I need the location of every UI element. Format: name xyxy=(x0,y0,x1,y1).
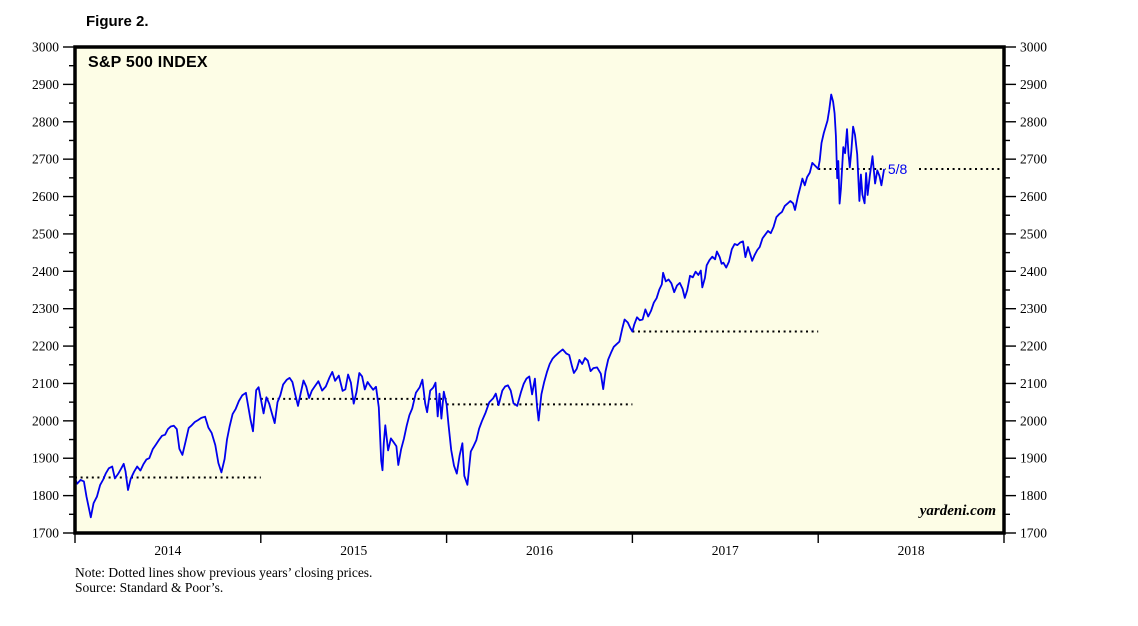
y-axis-label-left: 2500 xyxy=(32,226,59,241)
x-year-label: 2018 xyxy=(898,543,925,558)
chart-title: S&P 500 INDEX xyxy=(88,54,208,71)
y-axis-label-left: 2200 xyxy=(32,339,59,354)
y-axis-label-right: 2100 xyxy=(1020,376,1047,391)
annotation-label: 5/8 xyxy=(888,161,908,177)
x-year-label: 2017 xyxy=(712,543,739,558)
y-axis-label-right: 2300 xyxy=(1020,301,1047,316)
y-axis-label-right: 3000 xyxy=(1020,40,1047,55)
y-axis-label-right: 1800 xyxy=(1020,488,1047,503)
x-year-label: 2014 xyxy=(154,543,181,558)
x-year-label: 2015 xyxy=(340,543,367,558)
figure-label: Figure 2. xyxy=(86,13,149,30)
y-axis-label-right: 2600 xyxy=(1020,189,1047,204)
y-axis-label-right: 2500 xyxy=(1020,226,1047,241)
y-axis-label-left: 2100 xyxy=(32,376,59,391)
y-axis-label-right: 2800 xyxy=(1020,114,1047,129)
y-axis-label-right: 1900 xyxy=(1020,451,1047,466)
y-axis-label-right: 1700 xyxy=(1020,526,1047,541)
y-axis-label-left: 2700 xyxy=(32,152,59,167)
y-axis-label-right: 2200 xyxy=(1020,339,1047,354)
y-axis-label-left: 2600 xyxy=(32,189,59,204)
y-axis-label-left: 2400 xyxy=(32,264,59,279)
y-axis-label-left: 2000 xyxy=(32,413,59,428)
y-axis-label-right: 2400 xyxy=(1020,264,1047,279)
source-text: Source: Standard & Poor’s. xyxy=(75,580,224,595)
y-axis-label-right: 2700 xyxy=(1020,152,1047,167)
y-axis-label-left: 2800 xyxy=(32,114,59,129)
y-axis-label-left: 2900 xyxy=(32,77,59,92)
plot-background xyxy=(75,47,1004,533)
y-axis-label-left: 3000 xyxy=(32,40,59,55)
note-text: Note: Dotted lines show previous years’ … xyxy=(75,565,373,580)
price-line xyxy=(74,93,885,519)
watermark-yardeni: yardeni.com xyxy=(919,503,996,519)
y-axis-label-right: 2900 xyxy=(1020,77,1047,92)
y-axis-label-left: 1900 xyxy=(32,451,59,466)
annotation-bg xyxy=(885,161,916,178)
y-axis-label-left: 1700 xyxy=(32,526,59,541)
y-axis-label-left: 1800 xyxy=(32,488,59,503)
y-axis-label-left: 2300 xyxy=(32,301,59,316)
y-axis-label-right: 2000 xyxy=(1020,413,1047,428)
x-year-label: 2016 xyxy=(526,543,553,558)
